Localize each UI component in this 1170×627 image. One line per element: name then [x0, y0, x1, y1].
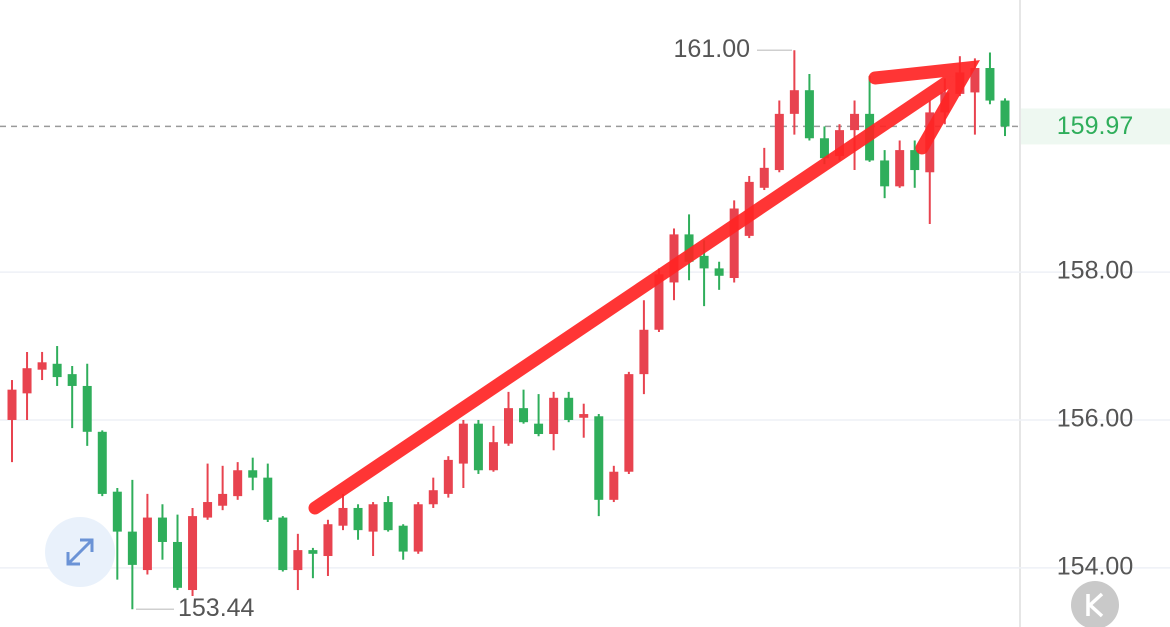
- min-marker-label: 153.44: [178, 594, 255, 622]
- candle-body: [383, 502, 393, 531]
- candle-body: [519, 408, 529, 423]
- k-button[interactable]: [1071, 581, 1119, 627]
- candle-body: [188, 516, 198, 591]
- candle-body: [639, 329, 649, 375]
- candle-body: [428, 490, 438, 505]
- max-marker-label: 161.00: [674, 35, 750, 63]
- candle-body: [564, 397, 574, 420]
- candle-body: [699, 255, 709, 269]
- candle-body: [52, 363, 62, 378]
- y-tick-label: 154.00: [1057, 552, 1133, 580]
- candle-body: [624, 374, 634, 472]
- expand-button[interactable]: [45, 517, 115, 587]
- candle-body: [82, 385, 92, 432]
- candle-body: [22, 368, 32, 394]
- candle-body: [1000, 100, 1010, 127]
- candle-body: [142, 517, 152, 571]
- arrow-annotation: [308, 60, 980, 515]
- candle-body: [504, 408, 513, 444]
- candle-body: [112, 491, 122, 532]
- candle-body: [804, 90, 814, 139]
- candle-body: [338, 507, 348, 526]
- candle-body: [278, 517, 288, 571]
- candle-body: [488, 442, 498, 471]
- candle-body: [473, 423, 483, 471]
- candle-body: [819, 138, 829, 159]
- arrow-shaft: [308, 63, 972, 515]
- arrow-head: [868, 60, 980, 155]
- candle-body: [895, 150, 905, 187]
- y-tick-label: 158.00: [1057, 257, 1133, 285]
- candle-body: [127, 531, 137, 565]
- candle-body: [774, 113, 784, 171]
- candle-body: [7, 389, 17, 420]
- candle-body: [850, 113, 860, 131]
- k-icon: [1086, 592, 1104, 618]
- candle-body: [157, 517, 167, 542]
- candle-body: [173, 541, 182, 588]
- candle-body: [203, 502, 213, 518]
- last-price-bg: [1021, 108, 1170, 145]
- k-circle[interactable]: [1071, 581, 1119, 627]
- candle-body: [67, 374, 77, 386]
- candle-body: [549, 397, 559, 435]
- candle-body: [880, 160, 890, 187]
- last-price-label: 159.97: [1057, 112, 1133, 140]
- candle-body: [985, 68, 995, 101]
- candle-body: [37, 362, 47, 370]
- candle-body: [759, 167, 769, 188]
- candle-body: [218, 493, 228, 506]
- candle-body: [594, 416, 604, 500]
- candle-body: [714, 268, 724, 276]
- labels: 154.00 156.00 158.00 159.97 161.00 153.44: [136, 35, 1170, 622]
- candle-body: [233, 470, 243, 497]
- candle-body: [534, 423, 544, 435]
- candle-body: [458, 423, 468, 464]
- candle-body: [398, 525, 408, 552]
- candle-body: [579, 414, 589, 418]
- candle-body: [323, 524, 333, 557]
- candle-body: [910, 150, 920, 171]
- candle-body: [368, 504, 378, 532]
- candle-body: [684, 234, 694, 262]
- candle-body: [729, 208, 739, 279]
- candle-body: [654, 274, 664, 330]
- candle-body: [835, 130, 844, 157]
- candle-body: [353, 507, 363, 531]
- expand-icon: [66, 538, 94, 566]
- candle-body: [413, 504, 423, 552]
- candle-body: [308, 550, 318, 554]
- candle-body: [248, 470, 258, 478]
- candle-body: [263, 477, 273, 520]
- candle-body: [293, 550, 303, 571]
- y-tick-label: 156.00: [1057, 405, 1133, 433]
- candle-body: [789, 90, 799, 114]
- candle-body: [443, 459, 453, 494]
- candle-body: [97, 431, 107, 494]
- candle-body: [970, 68, 980, 93]
- candle-body: [609, 471, 619, 500]
